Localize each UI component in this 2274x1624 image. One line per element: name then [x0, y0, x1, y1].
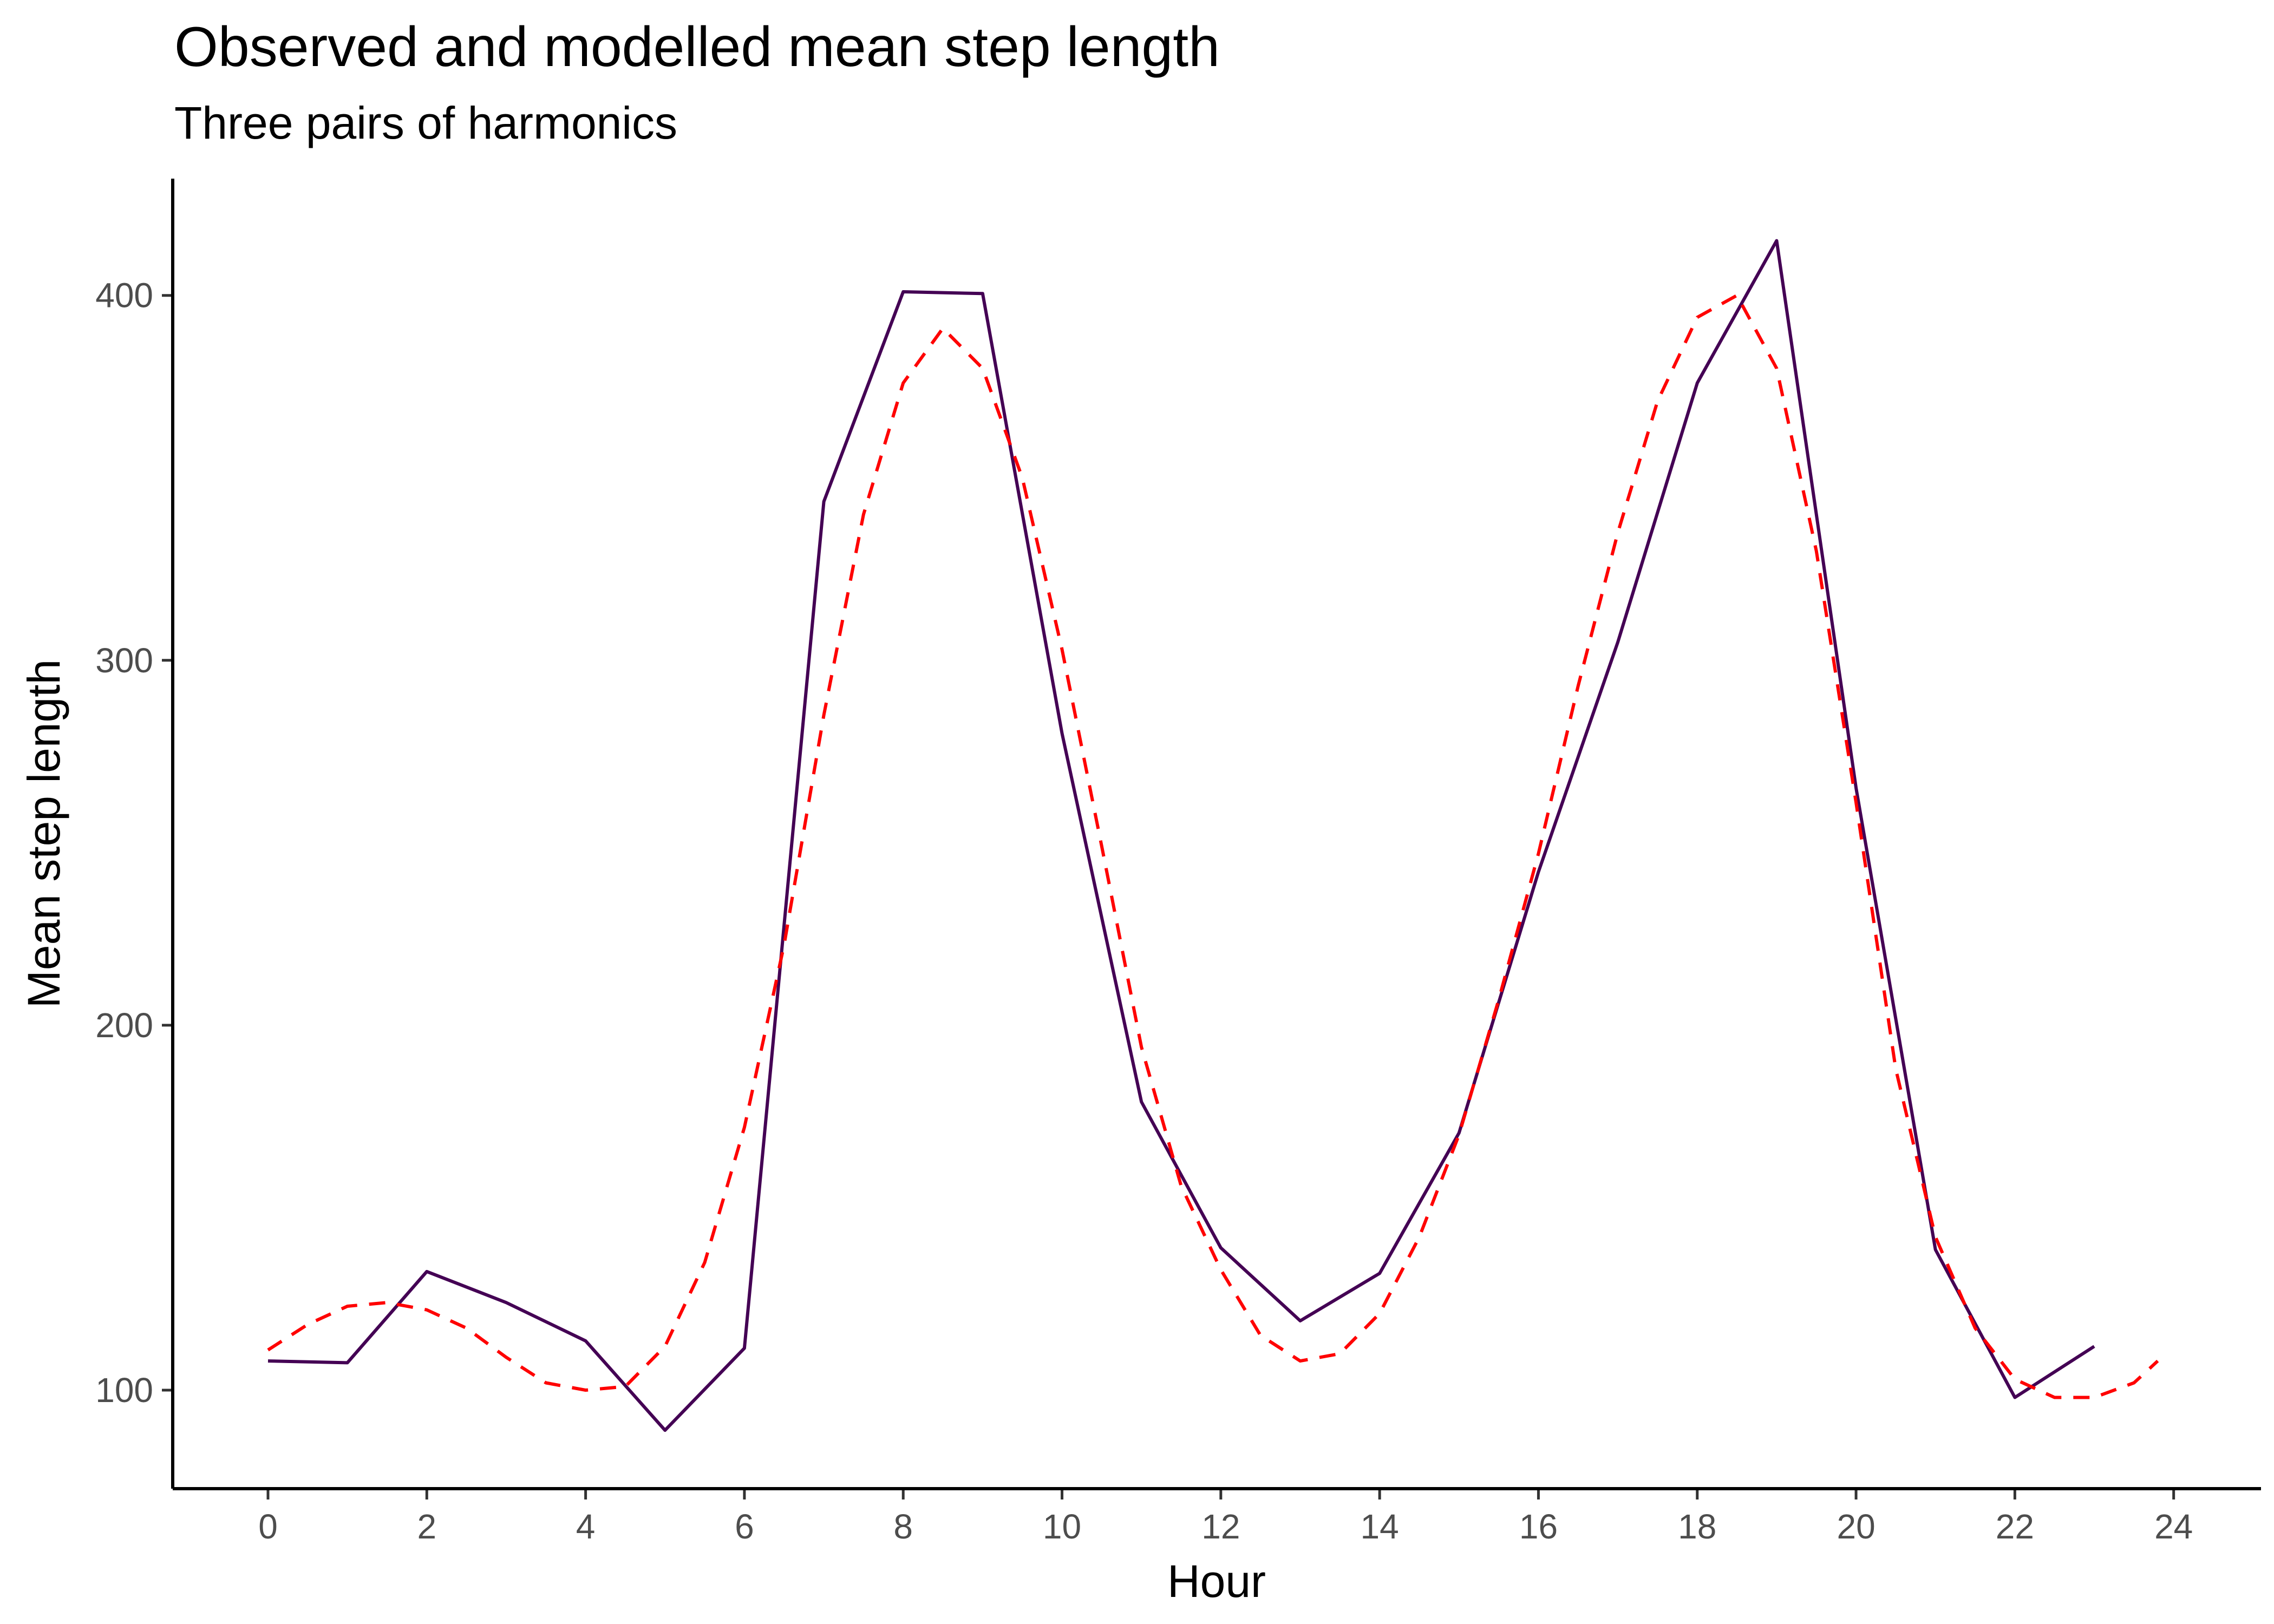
x-tick-label: 0: [258, 1507, 278, 1546]
chart-subtitle: Three pairs of harmonics: [174, 97, 677, 148]
x-tick-label: 2: [417, 1507, 436, 1546]
x-tick-label: 16: [1519, 1507, 1558, 1546]
x-tick-label: 10: [1043, 1507, 1081, 1546]
x-tick-label: 12: [1201, 1507, 1240, 1546]
x-axis-title: Hour: [1167, 1556, 1266, 1607]
plot-area: [267, 239, 2159, 1432]
y-tick-label: 100: [95, 1371, 153, 1410]
x-tick-label: 14: [1361, 1507, 1399, 1546]
x-tick-label: 18: [1678, 1507, 1716, 1546]
x-axis-ticks: 0 2 4 6 8 10 12 14 16 18 20 22 24: [258, 1489, 2193, 1546]
x-tick-label: 6: [735, 1507, 754, 1546]
y-axis-title: Mean step length: [18, 659, 69, 1008]
series-line-dashed: [267, 293, 2159, 1399]
x-tick-label: 8: [893, 1507, 913, 1546]
y-axis-ticks: 100 200 300 400: [95, 276, 173, 1410]
y-tick-label: 400: [95, 276, 153, 315]
x-tick-label: 20: [1837, 1507, 1875, 1546]
y-tick-label: 300: [95, 641, 153, 680]
series-line-solid: [267, 239, 2095, 1432]
x-tick-label: 24: [2154, 1507, 2193, 1546]
x-tick-label: 22: [1996, 1507, 2034, 1546]
y-tick-label: 200: [95, 1006, 153, 1045]
x-tick-label: 4: [576, 1507, 596, 1546]
chart-title: Observed and modelled mean step length: [174, 16, 1220, 78]
